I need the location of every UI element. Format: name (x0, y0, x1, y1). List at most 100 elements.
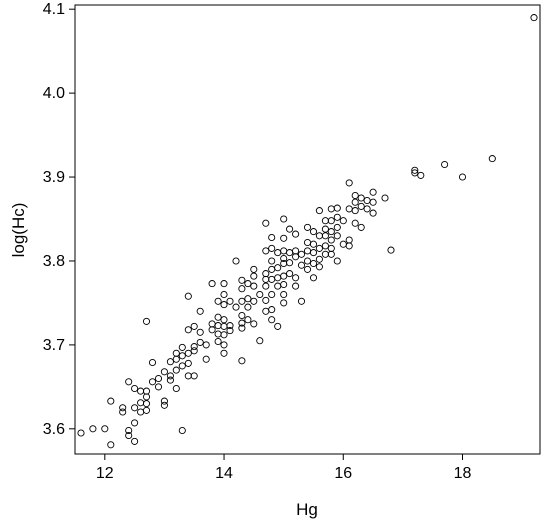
scatter-point (381, 194, 389, 202)
scatter-point (238, 319, 246, 327)
scatter-point (119, 404, 127, 412)
scatter-point (244, 295, 252, 303)
scatter-point (292, 247, 300, 255)
scatter-point (166, 376, 174, 384)
scatter-point (297, 297, 306, 305)
scatter-point (351, 198, 359, 206)
scatter-point (369, 198, 377, 206)
scatter-point (244, 303, 252, 311)
scatter-point (131, 419, 139, 427)
scatter-point (184, 326, 192, 334)
scatter-point (214, 337, 222, 346)
scatter-point (250, 297, 258, 305)
scatter-point (184, 292, 192, 300)
scatter-point (220, 341, 228, 349)
scatter-point (458, 173, 467, 181)
scatter-point (345, 205, 353, 213)
scatter-point (208, 280, 216, 288)
x-tick-label: 18 (454, 465, 472, 482)
scatter-point (238, 357, 246, 365)
scatter-point (214, 330, 222, 338)
scatter-point (345, 236, 353, 244)
scatter-point (292, 253, 300, 261)
scatter-point (190, 347, 198, 355)
scatter-point (292, 282, 300, 290)
scatter-point (303, 257, 312, 265)
scatter-point (309, 240, 318, 248)
scatter-point (268, 316, 276, 324)
scatter-point (178, 426, 186, 435)
scatter-point (303, 238, 312, 247)
scatter-point (220, 322, 228, 330)
scatter-point (244, 280, 252, 288)
scatter-point (309, 249, 318, 257)
scatter-point (280, 215, 288, 223)
scatter-point (417, 171, 425, 179)
x-tick-label: 12 (96, 465, 114, 482)
scatter-point (160, 397, 168, 405)
scatter-point (292, 274, 300, 282)
scatter-point (280, 247, 288, 255)
scatter-point (238, 285, 246, 293)
scatter-point (154, 383, 163, 391)
scatter-point (315, 232, 323, 240)
scatter-point (226, 297, 234, 305)
scatter-point (101, 425, 109, 433)
scatter-point (250, 272, 258, 280)
scatter-point (148, 378, 157, 386)
scatter-point (220, 290, 228, 299)
scatter-point (274, 282, 282, 290)
scatter-point (309, 274, 318, 282)
scatter-point (142, 393, 151, 401)
scatter-point (172, 349, 180, 357)
scatter-point (214, 322, 222, 330)
x-axis-label: Hg (296, 500, 318, 519)
scatter-point (220, 316, 228, 324)
scatter-point (286, 249, 294, 257)
scatter-point (411, 166, 419, 174)
scatter-point (530, 14, 538, 22)
scatter-point (339, 240, 347, 248)
scatter-point (178, 362, 186, 370)
x-tick-label: 16 (334, 465, 352, 482)
scatter-point (441, 160, 449, 169)
scatter-point (315, 207, 323, 215)
y-tick-label: 3.8 (43, 253, 65, 270)
scatter-point (357, 194, 365, 202)
scatter-point (333, 213, 341, 221)
scatter-point (363, 205, 371, 213)
scatter-point (142, 317, 151, 325)
scatter-point (125, 431, 133, 440)
scatter-point (154, 374, 163, 383)
scatter-point (345, 179, 353, 187)
scatter-point (321, 225, 329, 233)
scatter-point (262, 282, 270, 290)
scatter-point (220, 280, 228, 288)
scatter-point (184, 349, 192, 357)
scatter-point (232, 257, 240, 265)
scatter-point (214, 313, 222, 321)
y-tick-label: 3.7 (43, 337, 65, 354)
scatter-point (357, 223, 365, 231)
scatter-point (137, 408, 145, 416)
scatter-point (280, 280, 288, 289)
scatter-point (321, 250, 329, 258)
scatter-point (250, 265, 258, 273)
scatter-point (256, 337, 264, 345)
scatter-point (178, 352, 186, 360)
scatter-point (148, 358, 157, 367)
scatter-point (107, 397, 115, 405)
scatter-point (119, 408, 127, 416)
scatter-point (315, 263, 323, 271)
scatter-point (333, 204, 341, 212)
scatter-point (262, 270, 270, 278)
scatter-point (274, 274, 282, 282)
x-tick-label: 14 (215, 465, 233, 482)
scatter-point (327, 244, 335, 252)
scatter-point (256, 290, 264, 299)
scatter-point (286, 270, 294, 278)
scatter-point (77, 429, 85, 437)
scatter-point (363, 196, 371, 205)
scatter-point (369, 188, 377, 196)
scatter-point (142, 400, 151, 408)
